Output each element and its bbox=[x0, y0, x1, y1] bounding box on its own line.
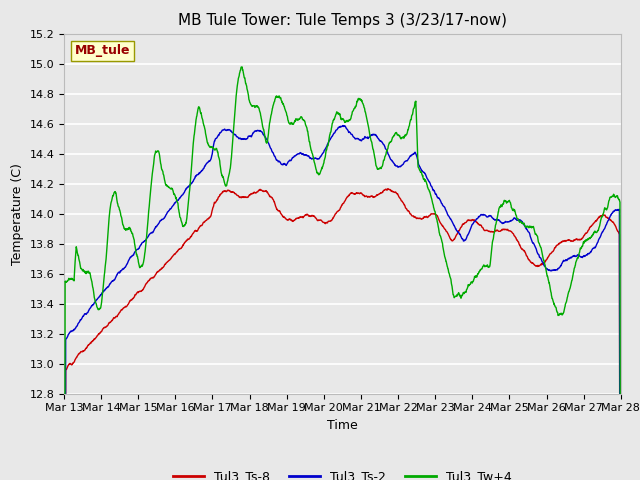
Title: MB Tule Tower: Tule Temps 3 (3/23/17-now): MB Tule Tower: Tule Temps 3 (3/23/17-now… bbox=[178, 13, 507, 28]
X-axis label: Time: Time bbox=[327, 419, 358, 432]
Legend: Tul3_Ts-8, Tul3_Ts-2, Tul3_Tw+4: Tul3_Ts-8, Tul3_Ts-2, Tul3_Tw+4 bbox=[168, 465, 517, 480]
Text: MB_tule: MB_tule bbox=[75, 44, 131, 58]
Y-axis label: Temperature (C): Temperature (C) bbox=[11, 163, 24, 264]
